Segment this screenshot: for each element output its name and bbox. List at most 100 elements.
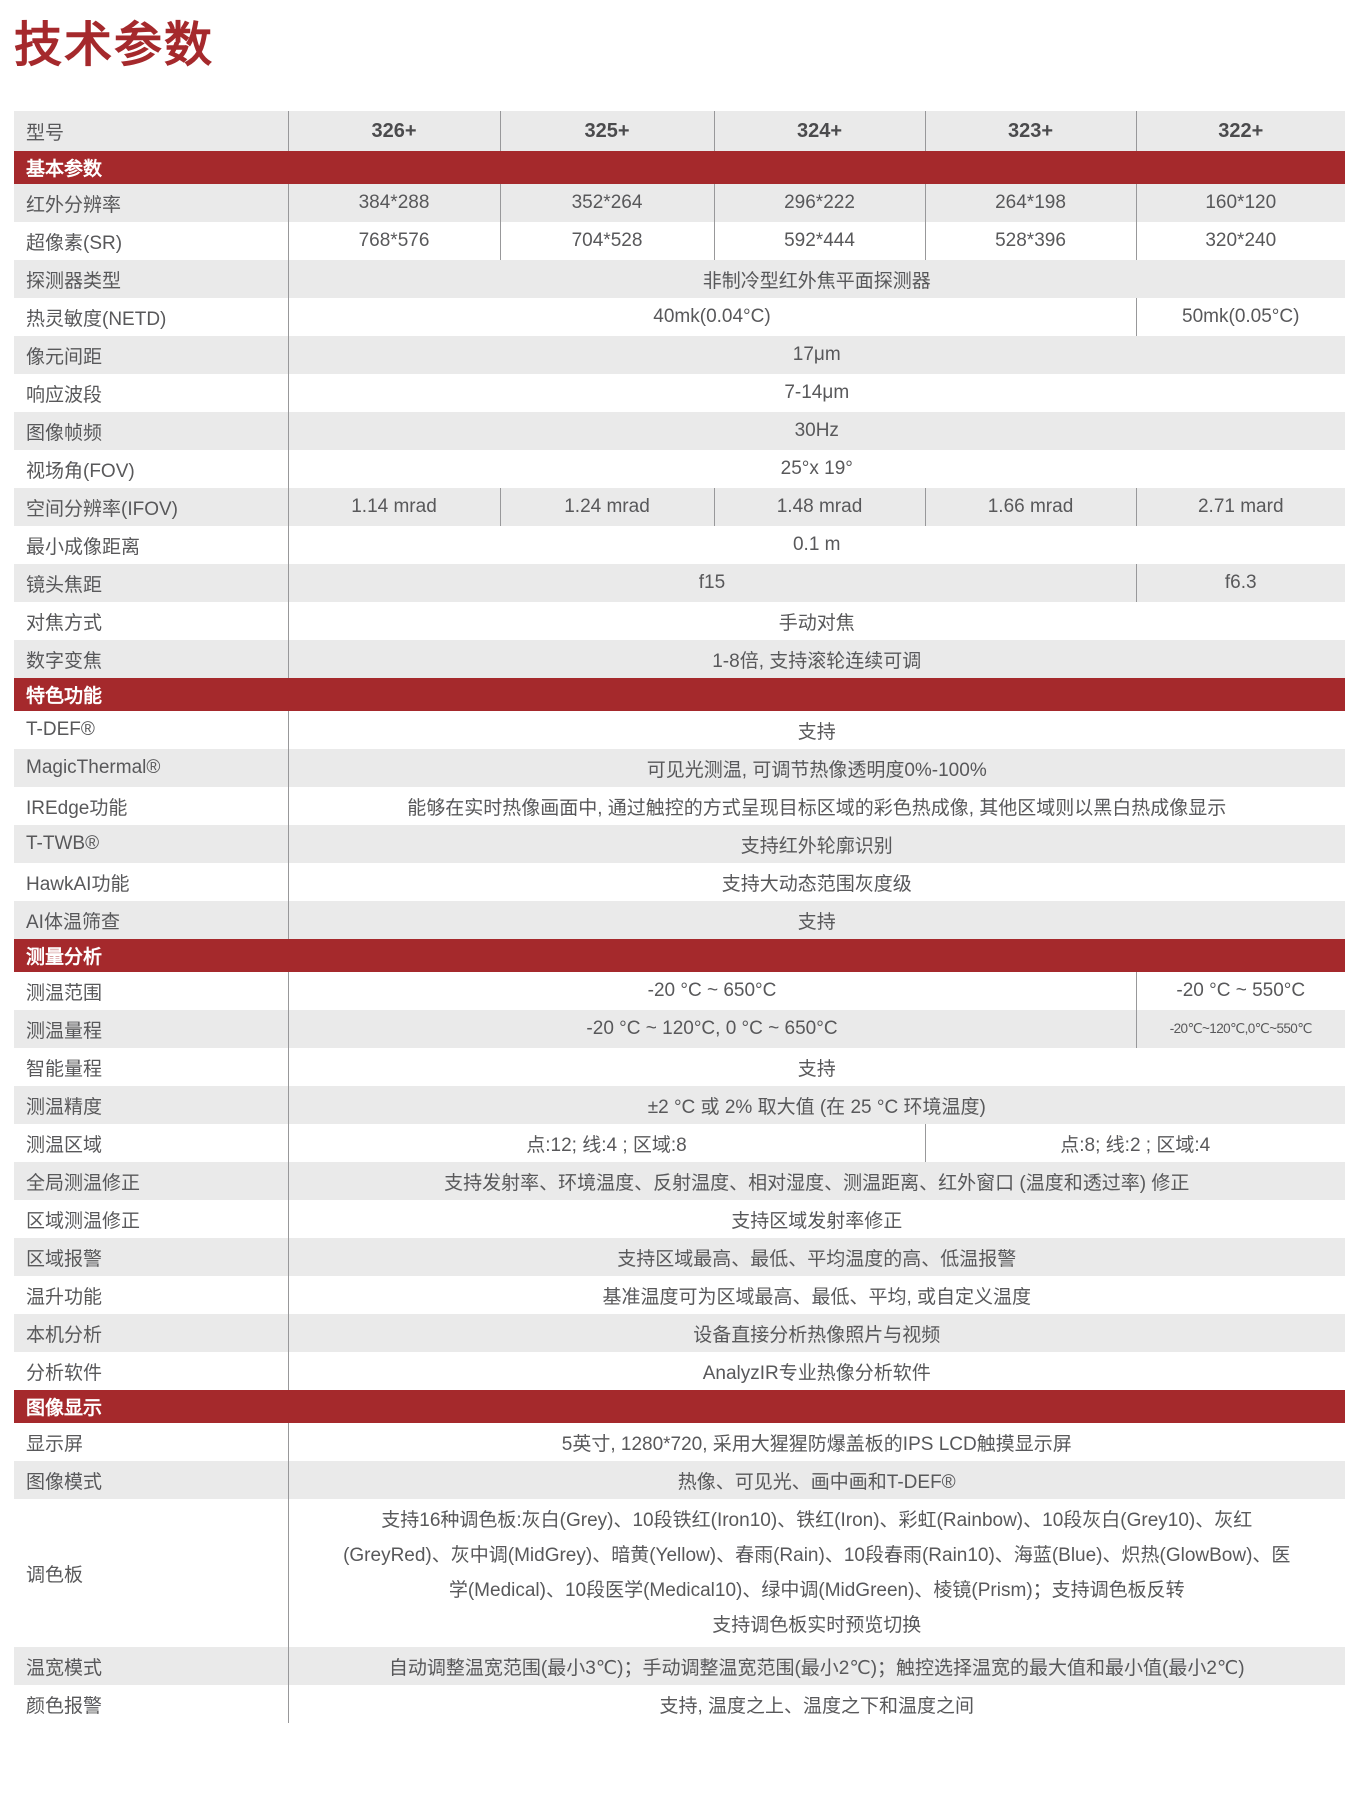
row-value: f6.3	[1135, 564, 1345, 602]
table-row: 智能量程 支持	[14, 1048, 1345, 1086]
row-value: 1.66 mrad	[924, 488, 1136, 526]
row-value: 支持区域最高、最低、平均温度的高、低温报警	[287, 1238, 1345, 1276]
row-value: 支持发射率、环境温度、反射温度、相对湿度、测温距离、红外窗口 (温度和透过率) …	[287, 1162, 1345, 1200]
row-label: 智能量程	[26, 1058, 103, 1080]
row-value: f15	[287, 564, 1136, 602]
model-name: 324+	[713, 111, 925, 151]
table-row: 超像素(SR) 768*576 704*528 592*444 528*396 320*2…	[14, 222, 1345, 260]
row-value: 1.24 mrad	[499, 488, 714, 526]
row-value: 基准温度可为区域最高、最低、平均, 或自定义温度	[287, 1276, 1345, 1314]
palette-line: (GreyRed)、灰中调(MidGrey)、暗黄(Yellow)、春雨(Rai…	[343, 1545, 1291, 1566]
spec-table: 型号 326+ 325+ 324+ 323+ 322+ 基本参数 红外分辨率 384…	[14, 111, 1345, 1723]
section-title: 测量分析	[14, 939, 1345, 972]
row-label: T-DEF®	[26, 719, 95, 740]
row-label: 分析软件	[26, 1362, 103, 1384]
row-label: 测温范围	[26, 982, 103, 1004]
row-value: -20 °C ~ 120°C, 0 °C ~ 650°C	[287, 1010, 1136, 1048]
table-row: 测温范围 -20 °C ~ 650°C -20 °C ~ 550°C	[14, 972, 1345, 1010]
model-name: 323+	[924, 111, 1136, 151]
model-name: 325+	[499, 111, 714, 151]
table-row: IREdge功能 能够在实时热像画面中, 通过触控的方式呈现目标区域的彩色热成像,…	[14, 787, 1345, 825]
row-value: 352*264	[499, 184, 714, 222]
row-label: MagicThermal®	[14, 749, 288, 787]
row-value: -20 °C ~ 650°C	[287, 972, 1136, 1010]
row-label: 全局测温修正	[14, 1162, 288, 1200]
row-value: 25°x 19°	[287, 450, 1345, 488]
table-row: 测温量程 -20 °C ~ 120°C, 0 °C ~ 650°C -20℃~120…	[14, 1010, 1345, 1048]
table-row: 数字变焦 1-8倍, 支持滚轮连续可调	[14, 640, 1345, 678]
row-value: 320*240	[1135, 222, 1345, 260]
row-label: 区域测温修正	[26, 1210, 141, 1232]
row-label: T-TWB®	[14, 825, 288, 863]
row-value: 热像、可见光、画中画和T-DEF®	[287, 1461, 1345, 1499]
row-label: 测温量程	[14, 1010, 288, 1048]
row-value: 7-14μm	[287, 374, 1345, 412]
table-row: 颜色报警 支持, 温度之上、温度之下和温度之间	[14, 1685, 1345, 1723]
section-title: 基本参数	[14, 151, 1345, 184]
row-label: 对焦方式	[26, 612, 103, 634]
table-row: 图像模式 热像、可见光、画中画和T-DEF®	[14, 1461, 1345, 1499]
row-label: 颜色报警	[26, 1695, 103, 1717]
table-row: 区域报警 支持区域最高、最低、平均温度的高、低温报警	[14, 1238, 1345, 1276]
table-row: 探测器类型 非制冷型红外焦平面探测器	[14, 260, 1345, 298]
row-value: 可见光测温, 可调节热像透明度0%-100%	[287, 749, 1345, 787]
row-value: 支持大动态范围灰度级	[287, 863, 1345, 901]
row-label: IREdge功能	[26, 797, 128, 819]
table-row: 像元间距 17μm	[14, 336, 1345, 374]
row-label: 热灵敏度(NETD)	[26, 308, 167, 330]
row-value: 592*444	[713, 222, 925, 260]
row-value: 30Hz	[287, 412, 1345, 450]
table-row: 测温区域 点:12; 线:4 ; 区域:8 点:8; 线:2 ; 区域:4	[14, 1124, 1345, 1162]
table-row: 红外分辨率 384*288 352*264 296*222 264*198 160*120	[14, 184, 1345, 222]
table-row: 对焦方式 手动对焦	[14, 602, 1345, 640]
table-row: 视场角(FOV) 25°x 19°	[14, 450, 1345, 488]
spec-table-body: 型号 326+ 325+ 324+ 323+ 322+ 基本参数 红外分辨率 384…	[14, 111, 1345, 1723]
row-value: 160*120	[1135, 184, 1345, 222]
row-label: AI体温筛查	[14, 901, 288, 939]
table-row: 区域测温修正 支持区域发射率修正	[14, 1200, 1345, 1238]
table-row: 图像帧频 30Hz	[14, 412, 1345, 450]
row-label: HawkAI功能	[26, 873, 130, 895]
row-value: 768*576	[287, 222, 500, 260]
table-row: 本机分析 设备直接分析热像照片与视频	[14, 1314, 1345, 1352]
row-label: 最小成像距离	[26, 536, 141, 558]
table-row: T-DEF® 支持	[14, 711, 1345, 749]
row-value: 704*528	[499, 222, 714, 260]
table-row: 温升功能 基准温度可为区域最高、最低、平均, 或自定义温度	[14, 1276, 1345, 1314]
row-label: 温宽模式	[14, 1647, 288, 1685]
table-row: 显示屏 5英寸, 1280*720, 采用大猩猩防爆盖板的IPS LCD触摸显示屏	[14, 1423, 1345, 1461]
row-value: 支持	[287, 711, 1345, 749]
row-label: 像元间距	[14, 336, 288, 374]
table-row: 响应波段 7-14μm	[14, 374, 1345, 412]
row-value: ±2 °C 或 2% 取大值 (在 25 °C 环境温度)	[287, 1086, 1345, 1124]
row-label: 数字变焦	[14, 640, 288, 678]
table-row: HawkAI功能 支持大动态范围灰度级	[14, 863, 1345, 901]
model-name: 322+	[1135, 111, 1345, 151]
table-row: 最小成像距离 0.1 m	[14, 526, 1345, 564]
model-name: 326+	[287, 111, 500, 151]
row-label: 红外分辨率	[14, 184, 288, 222]
palette-line: 学(Medical)、10段医学(Medical10)、绿中调(MidGreen…	[448, 1580, 1185, 1601]
row-value: 手动对焦	[287, 602, 1345, 640]
palette-line: 支持调色板实时预览切换	[712, 1615, 922, 1636]
row-value: -20℃~120℃,0℃~550℃	[1135, 1010, 1345, 1048]
section-title: 图像显示	[14, 1390, 1345, 1423]
row-label: 图像模式	[14, 1461, 288, 1499]
row-value: 支持红外轮廓识别	[287, 825, 1345, 863]
table-row: 空间分辨率(IFOV) 1.14 mrad 1.24 mrad 1.48 mrad 1.…	[14, 488, 1345, 526]
row-label: 区域报警	[14, 1238, 288, 1276]
table-row: 测温精度 ±2 °C 或 2% 取大值 (在 25 °C 环境温度)	[14, 1086, 1345, 1124]
row-label: 视场角(FOV)	[26, 460, 135, 482]
row-value: 点:8; 线:2 ; 区域:4	[924, 1124, 1345, 1162]
row-label: 图像帧频	[14, 412, 288, 450]
model-header-row: 型号 326+ 325+ 324+ 323+ 322+	[14, 111, 1345, 151]
section-title: 特色功能	[14, 678, 1345, 711]
row-label: 显示屏	[26, 1433, 84, 1455]
row-value: 支持区域发射率修正	[287, 1200, 1345, 1238]
row-value: 设备直接分析热像照片与视频	[287, 1314, 1345, 1352]
row-value: 2.71 mard	[1135, 488, 1345, 526]
row-value: 264*198	[924, 184, 1136, 222]
row-value: 支持16种调色板:灰白(Grey)、10段铁红(Iron10)、铁红(Iron)…	[287, 1499, 1345, 1647]
row-value: 384*288	[287, 184, 500, 222]
row-value: 1.14 mrad	[287, 488, 500, 526]
